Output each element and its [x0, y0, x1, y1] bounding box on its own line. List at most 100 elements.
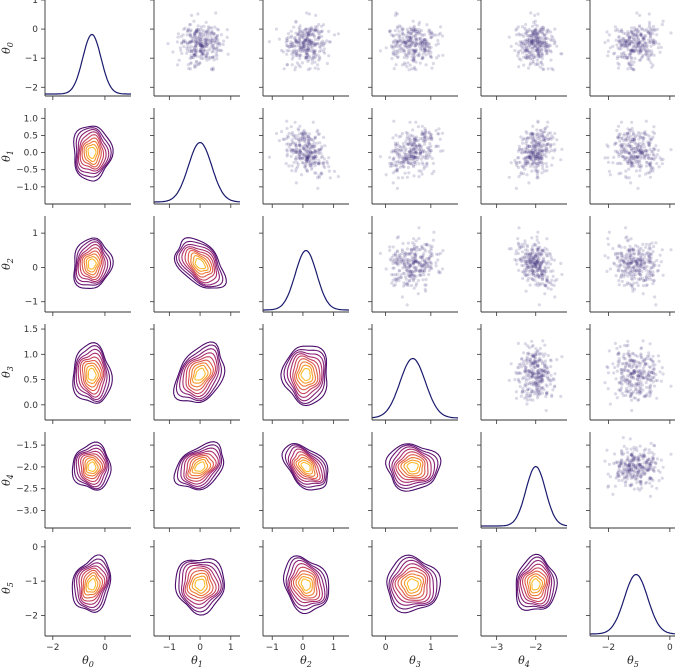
scatter-point	[658, 253, 662, 257]
scatter-point	[632, 32, 636, 36]
scatter-point	[532, 258, 536, 262]
scatter-point	[628, 465, 632, 469]
scatter-point	[530, 32, 534, 36]
scatter-point	[616, 55, 620, 59]
scatter-point	[297, 63, 301, 67]
scatter-point	[538, 149, 542, 153]
scatter-point	[524, 248, 528, 252]
scatter-point	[518, 40, 522, 44]
scatter-point	[632, 164, 636, 168]
scatter-point	[312, 29, 316, 33]
scatter-point	[402, 48, 406, 52]
scatter-point	[311, 138, 315, 143]
scatter-point	[287, 164, 291, 168]
scatter-point	[428, 29, 432, 33]
scatter-point	[533, 261, 537, 265]
kde-contour	[189, 456, 212, 477]
scatter-point	[534, 261, 538, 265]
scatter-point	[426, 48, 430, 53]
scatter-point	[643, 455, 647, 459]
scatter-point	[645, 153, 650, 157]
scatter-point	[189, 54, 193, 58]
scatter-point	[545, 165, 549, 169]
scatter-point	[640, 486, 644, 490]
scatter-point	[388, 257, 392, 261]
scatter-point	[623, 462, 627, 466]
scatter-point	[560, 272, 564, 277]
scatter-point	[404, 33, 408, 37]
scatter-point	[617, 152, 621, 156]
scatter-point	[633, 56, 637, 61]
scatter-point	[507, 35, 511, 39]
scatter-point	[618, 41, 622, 45]
scatter-point	[540, 149, 545, 153]
scatter-point	[509, 44, 513, 49]
scatter-point	[544, 364, 548, 368]
scatter-point	[192, 52, 196, 56]
scatter-point	[522, 136, 526, 140]
scatter-point	[624, 40, 628, 44]
scatter-point	[637, 137, 641, 141]
scatter-point	[643, 41, 647, 45]
scatter-point	[636, 261, 640, 265]
scatter-point	[409, 262, 414, 266]
scatter-point	[560, 355, 564, 359]
scatter-point	[629, 40, 633, 44]
scatter-point	[434, 33, 438, 37]
scatter-point	[627, 249, 632, 253]
scatter-point	[545, 133, 550, 137]
scatter-point	[537, 352, 542, 356]
scatter-point	[398, 24, 402, 28]
scatter-point	[541, 249, 545, 253]
scatter-point	[394, 11, 398, 15]
scatter-point	[308, 147, 312, 151]
scatter-point	[630, 32, 635, 36]
scatter-point	[641, 359, 645, 363]
scatter-point	[649, 61, 653, 65]
scatter-point	[300, 46, 304, 50]
scatter-point	[209, 37, 213, 41]
scatter-point	[328, 40, 332, 44]
scatter-point	[530, 53, 534, 57]
x-tick-label: 0	[197, 643, 203, 653]
scatter-point	[537, 388, 541, 392]
scatter-point	[639, 259, 643, 263]
scatter-point	[412, 146, 416, 151]
scatter-point	[622, 56, 627, 60]
scatter-point	[424, 277, 428, 282]
scatter-point	[649, 260, 653, 265]
scatter-point	[541, 67, 545, 71]
scatter-point	[532, 256, 536, 261]
scatter-point	[298, 153, 302, 157]
scatter-point	[525, 259, 529, 263]
scatter-point	[412, 274, 416, 278]
scatter-point	[650, 477, 654, 481]
kde-contour	[173, 237, 227, 289]
scatter-point	[516, 25, 521, 29]
scatter-point	[198, 42, 202, 47]
scatter-point	[628, 268, 633, 272]
scatter-point	[425, 23, 429, 27]
scatter-point	[420, 39, 424, 43]
scatter-point	[615, 460, 619, 464]
scatter-point	[615, 346, 619, 351]
scatter-point	[419, 42, 423, 46]
scatter-point	[400, 28, 404, 32]
scatter-point	[530, 39, 534, 43]
scatter-point	[436, 38, 440, 43]
scatter-point	[637, 25, 642, 29]
scatter-point	[409, 248, 413, 252]
scatter-point	[634, 465, 639, 469]
scatter-point	[637, 373, 641, 377]
scatter-point	[635, 474, 639, 478]
scatter-point	[634, 244, 638, 248]
scatter-point	[620, 136, 624, 140]
scatter-point	[620, 55, 624, 59]
scatter-point	[620, 391, 624, 395]
scatter-point	[527, 265, 531, 269]
scatter-point	[307, 27, 311, 31]
scatter-point	[622, 260, 627, 264]
scatter-point	[407, 30, 411, 35]
scatter-point	[645, 355, 650, 359]
scatter-point	[669, 248, 673, 252]
